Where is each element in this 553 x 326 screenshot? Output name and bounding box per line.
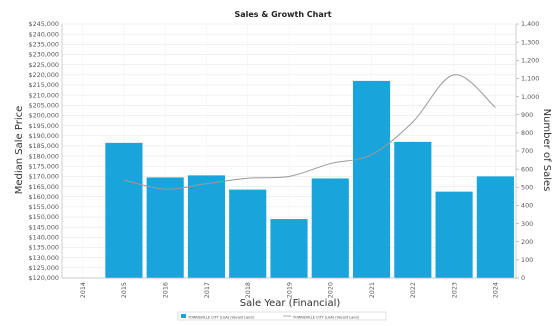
y-tick-label: $205,000 — [29, 101, 60, 109]
y-tick-label: $165,000 — [29, 183, 60, 191]
y-tick-label: $140,000 — [29, 234, 60, 242]
x-tick-label: 2021 — [368, 282, 376, 298]
y-tick-label: $185,000 — [29, 142, 60, 150]
x-tick-label: 2017 — [203, 282, 211, 298]
x-tick-label: 2024 — [492, 282, 500, 298]
y-tick-label: $150,000 — [29, 213, 60, 221]
y-axis-title: Median Sale Price — [14, 106, 25, 195]
legend: TOWNSVILLE CITY (LGA) (Vacant Land) TOWN… — [178, 312, 386, 320]
y-tick-label: $190,000 — [29, 132, 60, 140]
x-tick-label: 2018 — [244, 282, 252, 298]
y2-tick-label: 700 — [521, 147, 533, 155]
legend-swatch-bar — [181, 314, 186, 318]
x-tick-label: 2022 — [409, 282, 417, 298]
bar — [270, 219, 307, 278]
chart-title: Sales & Growth Chart — [234, 10, 331, 19]
y2-axis-title: Number of Sales — [541, 109, 552, 192]
x-tick-label: 2019 — [285, 282, 293, 298]
y2-tick-label: 1,000 — [521, 93, 539, 101]
bar — [312, 178, 349, 278]
x-axis-title: Sale Year (Financial) — [240, 298, 341, 309]
x-tick-label: 2015 — [120, 282, 128, 298]
y2-tick-label: 200 — [521, 238, 533, 246]
y-tick-label: $215,000 — [29, 81, 60, 89]
y-tick-label: $240,000 — [29, 30, 60, 38]
x-tick-label: 2023 — [450, 282, 458, 298]
y2-tick-label: 1,200 — [521, 56, 539, 64]
y2-tick-label: 400 — [521, 202, 533, 210]
bar — [477, 176, 514, 278]
y-tick-label: $230,000 — [29, 51, 60, 59]
y2-tick-label: 800 — [521, 129, 533, 137]
bar — [394, 142, 431, 278]
y2-tick-label: 0 — [521, 274, 525, 282]
bar — [147, 177, 184, 278]
y-tick-label: $180,000 — [29, 152, 60, 160]
x-tick-label: 2016 — [161, 282, 169, 298]
y-tick-label: $175,000 — [29, 162, 60, 170]
x-tick-label: 2014 — [79, 282, 87, 298]
y-tick-label: $235,000 — [29, 41, 60, 49]
y2-tick-label: 600 — [521, 165, 533, 173]
y-tick-label: $220,000 — [29, 71, 60, 79]
y2-tick-label: 500 — [521, 183, 533, 191]
y-tick-label: $145,000 — [29, 223, 60, 231]
legend-label-line: TOWNSVILLE CITY (LGA) (Vacant Land) — [292, 315, 359, 319]
y2-tick-label: 1,400 — [521, 20, 539, 28]
y-tick-label: $245,000 — [29, 20, 60, 28]
bar — [229, 190, 266, 278]
y2-tick-label: 1,300 — [521, 38, 539, 46]
y-tick-label: $225,000 — [29, 61, 60, 69]
bar — [353, 81, 390, 278]
y-tick-label: $170,000 — [29, 173, 60, 181]
y2-tick-label: 300 — [521, 220, 533, 228]
y-tick-label: $130,000 — [29, 254, 60, 262]
bar — [188, 175, 225, 278]
bar — [105, 143, 142, 278]
y-tick-label: $120,000 — [29, 274, 60, 282]
y2-tick-label: 900 — [521, 111, 533, 119]
y-tick-label: $210,000 — [29, 91, 60, 99]
y-tick-label: $125,000 — [29, 264, 60, 272]
x-tick-label: 2020 — [327, 282, 335, 298]
y-tick-label: $160,000 — [29, 193, 60, 201]
bar — [436, 192, 473, 278]
y2-tick-label: 1,100 — [521, 75, 539, 83]
y-tick-label: $195,000 — [29, 122, 60, 130]
y-tick-label: $155,000 — [29, 203, 60, 211]
legend-label-bar: TOWNSVILLE CITY (LGA) (Vacant Land) — [187, 315, 254, 319]
y-tick-label: $135,000 — [29, 244, 60, 252]
y2-tick-label: 100 — [521, 256, 533, 264]
y-tick-label: $200,000 — [29, 112, 60, 120]
